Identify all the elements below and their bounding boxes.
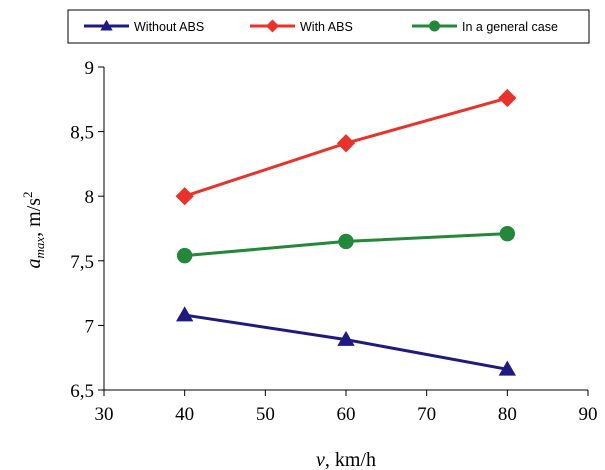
y-axis-label: amax, m/s2	[20, 191, 47, 268]
x-tick-label: 70	[417, 404, 436, 425]
y-tick-label: 8	[85, 187, 95, 208]
legend-item-without-abs: Without ABS	[84, 19, 204, 34]
legend-label: Without ABS	[134, 20, 204, 34]
x-axis-label: v, km/h	[316, 449, 376, 470]
x-tick-label: 60	[337, 404, 356, 425]
x-tick-label: 40	[175, 404, 194, 425]
y-tick-label: 8,5	[70, 123, 94, 144]
legend-item-in-a-general-case: In a general case	[412, 20, 558, 34]
data-point-in-a-general-case	[176, 247, 193, 264]
data-point-in-a-general-case	[499, 225, 516, 242]
x-tick-label: 50	[256, 404, 275, 425]
data-point-without-abs	[498, 360, 517, 376]
data-point-with-abs	[175, 187, 194, 206]
y-tick-label: 6,5	[70, 381, 94, 402]
data-point-without-abs	[337, 330, 355, 346]
legend-label: In a general case	[462, 20, 558, 34]
legend-swatch-marker	[429, 20, 440, 32]
legend-item-with-abs: With ABS	[250, 19, 353, 34]
legend: Without ABS With ABS In a general case	[67, 9, 590, 44]
legend-swatch-marker	[100, 19, 113, 31]
plot-area: 30 40 50 60 70 80 90 6,5 7 7,5 8 8,5 9	[70, 58, 597, 425]
data-point-with-abs	[336, 134, 356, 153]
data-point-without-abs	[175, 306, 194, 322]
y-tick-label: 7	[85, 316, 95, 337]
data-point-with-abs	[498, 88, 517, 108]
y-tick-label: 9	[85, 58, 95, 79]
legend-swatch-marker	[266, 19, 279, 33]
legend-box	[67, 9, 590, 44]
y-tick-label: 7,5	[70, 252, 94, 273]
x-tick-label: 30	[95, 404, 114, 425]
x-tick-label: 80	[498, 404, 517, 425]
data-point-in-a-general-case	[338, 233, 354, 250]
x-tick-label: 90	[579, 404, 598, 425]
legend-label: With ABS	[300, 20, 353, 34]
